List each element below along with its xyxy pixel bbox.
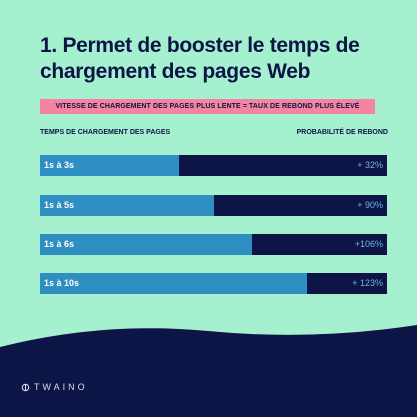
bar-fill bbox=[40, 273, 308, 294]
bar-value-label: +106% bbox=[354, 239, 383, 249]
logo-mark-icon bbox=[21, 383, 30, 391]
bar-fill bbox=[40, 155, 179, 176]
bar-fill bbox=[40, 195, 214, 216]
bar-row: 1s à 5s + 90% bbox=[40, 195, 387, 216]
page-title: 1. Permet de booster le temps de chargem… bbox=[40, 34, 360, 83]
bar-category-label: 1s à 3s bbox=[44, 160, 75, 170]
info-banner: VITESSE DE CHARGEMENT DES PAGES PLUS LEN… bbox=[40, 99, 375, 114]
column-header-load-time: TEMPS DE CHARGEMENT DES PAGES bbox=[40, 129, 171, 136]
column-header-bounce: PROBABILITÉ DE REBOND bbox=[296, 129, 388, 136]
bar-category-label: 1s à 5s bbox=[44, 200, 75, 210]
bar-value-label: + 32% bbox=[357, 160, 383, 170]
brand-logo: TWAINO bbox=[21, 382, 88, 392]
bar-category-label: 1s à 10s bbox=[44, 278, 80, 288]
bottom-wave bbox=[0, 325, 417, 417]
bar-row: 1s à 6s +106% bbox=[40, 234, 387, 255]
bar-row: 1s à 3s + 32% bbox=[40, 155, 387, 176]
bar-fill bbox=[40, 234, 252, 255]
brand-name: TWAINO bbox=[34, 382, 88, 392]
bar-row: 1s à 10s + 123% bbox=[40, 273, 387, 294]
bar-value-label: + 123% bbox=[352, 278, 383, 288]
bar-category-label: 1s à 6s bbox=[44, 239, 75, 249]
bar-value-label: + 90% bbox=[357, 200, 383, 210]
